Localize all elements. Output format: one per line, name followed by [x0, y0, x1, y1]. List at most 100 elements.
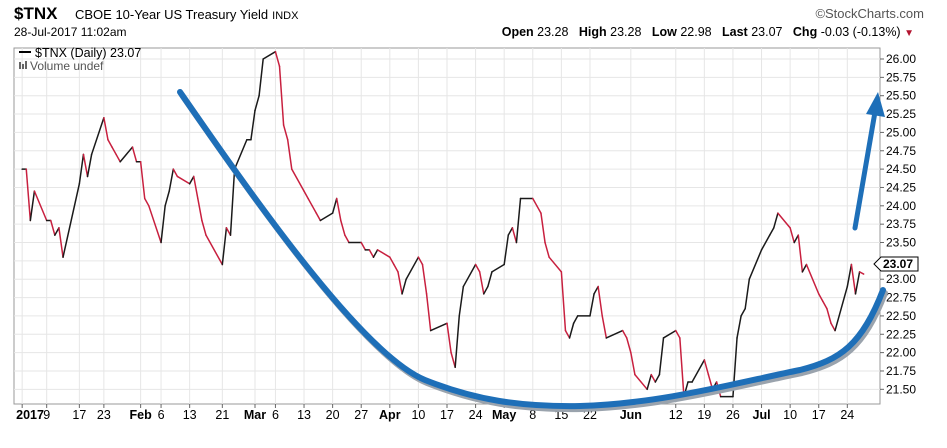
volume-bar-icon-2: [22, 64, 24, 69]
price-segment: [630, 351, 636, 376]
price-segment: [82, 153, 89, 178]
price-segment: [830, 322, 836, 332]
price-segment: [740, 307, 746, 317]
price-segment: [474, 263, 481, 273]
y-tick-label: 23.00: [886, 272, 916, 286]
price-segment: [233, 139, 248, 170]
price-segment: [858, 271, 865, 275]
price-segment: [568, 322, 575, 339]
price-segment: [593, 285, 599, 295]
price-segment: [29, 190, 36, 222]
x-tick-label: 12: [669, 408, 683, 422]
chg-label: Chg: [792, 25, 818, 39]
price-segment: [605, 329, 624, 339]
high-value: 23.28: [610, 25, 642, 39]
y-tick-label: 24.25: [886, 180, 916, 194]
low-value: 22.98: [680, 25, 712, 39]
price-line: [21, 50, 865, 398]
y-tick-label: 24.50: [886, 162, 916, 176]
price-segment: [675, 329, 681, 339]
price-segment: [58, 227, 64, 258]
price-segment: [544, 241, 550, 258]
x-tick-label: 24: [469, 408, 483, 422]
price-segment: [429, 322, 448, 332]
price-segment: [115, 153, 121, 163]
x-tick-label: 17: [72, 408, 86, 422]
price-segment: [760, 234, 771, 251]
high-label: High: [578, 25, 607, 39]
price-segment: [172, 168, 179, 178]
price-segment: [487, 271, 493, 288]
price-segment: [254, 94, 260, 112]
price-segment: [822, 300, 828, 310]
volume-bar-icon: [19, 62, 21, 69]
x-tick-label: 6: [272, 408, 279, 422]
x-tick-label: 13: [183, 408, 197, 422]
last-value-tag: 23.07: [873, 256, 919, 272]
price-segment: [601, 315, 608, 339]
price-segment: [421, 263, 428, 295]
low-label: Low: [651, 25, 677, 39]
chg-value: -0.03 (-0.13%): [820, 25, 901, 39]
x-tick-label: 17: [812, 408, 826, 422]
price-segment: [646, 373, 652, 391]
x-tick-label: Feb: [130, 408, 153, 422]
price-segment: [850, 263, 857, 295]
down-arrow-icon: ▼: [904, 28, 914, 39]
price-segment: [319, 212, 334, 222]
annotation-overlay: [177, 89, 888, 413]
y-tick-label: 26.00: [886, 52, 916, 66]
price-segment: [111, 146, 117, 156]
y-tick-label: 24.00: [886, 199, 916, 213]
price-segment: [654, 373, 661, 383]
price-segment: [54, 227, 60, 236]
breakout-arrow-shaft: [852, 109, 878, 231]
y-tick-label: 25.75: [886, 70, 916, 84]
price-segment: [572, 315, 579, 325]
x-tick-label: 6: [158, 408, 165, 422]
ticker-symbol: $TNX: [14, 4, 58, 23]
price-segment: [536, 205, 542, 214]
price-segment: [736, 315, 742, 339]
price-segment: [777, 212, 791, 229]
price-segment: [192, 175, 199, 200]
ohlc-summary: Open 23.28 High 23.28 Low 22.98 Last 23.…: [502, 25, 914, 39]
price-segment: [789, 227, 795, 244]
price-segment: [662, 329, 677, 339]
y-tick-label: 24.75: [886, 144, 916, 158]
price-segment: [78, 153, 85, 185]
x-tick-label: 24: [840, 408, 854, 422]
last-label: Last: [722, 25, 748, 39]
chart-datetime: 28-Jul-2017 11:02am: [14, 25, 127, 39]
price-segment: [405, 256, 420, 280]
price-segment: [368, 249, 375, 258]
price-segment: [148, 205, 162, 244]
price-segment: [397, 271, 403, 295]
price-segment: [303, 190, 309, 200]
price-segment: [311, 205, 318, 214]
price-segment: [658, 337, 665, 376]
x-tick-label: 2017: [16, 408, 44, 422]
price-segment: [86, 153, 93, 178]
x-tick-label: 10: [783, 408, 797, 422]
price-segment: [176, 175, 191, 185]
price-segment: [258, 58, 264, 97]
price-segment: [160, 205, 166, 244]
y-tick-label: 21.50: [886, 382, 916, 396]
price-segment: [748, 249, 763, 280]
price-segment: [805, 263, 820, 295]
price-segment: [107, 139, 113, 148]
price-segment: [773, 212, 779, 229]
price-segment: [625, 337, 632, 354]
price-segment: [274, 50, 281, 68]
x-tick-label: Mar: [244, 408, 266, 422]
price-segment: [793, 234, 800, 244]
legend: $TNX (Daily) 23.07 Volume undef: [19, 46, 141, 73]
last-value: 23.07: [751, 25, 783, 39]
price-segment: [515, 197, 522, 244]
x-tick-label: 21: [215, 408, 229, 422]
price-segment: [417, 256, 424, 266]
price-segment: [503, 234, 510, 266]
y-tick-label: 22.00: [886, 346, 916, 360]
price-segment: [278, 65, 285, 126]
